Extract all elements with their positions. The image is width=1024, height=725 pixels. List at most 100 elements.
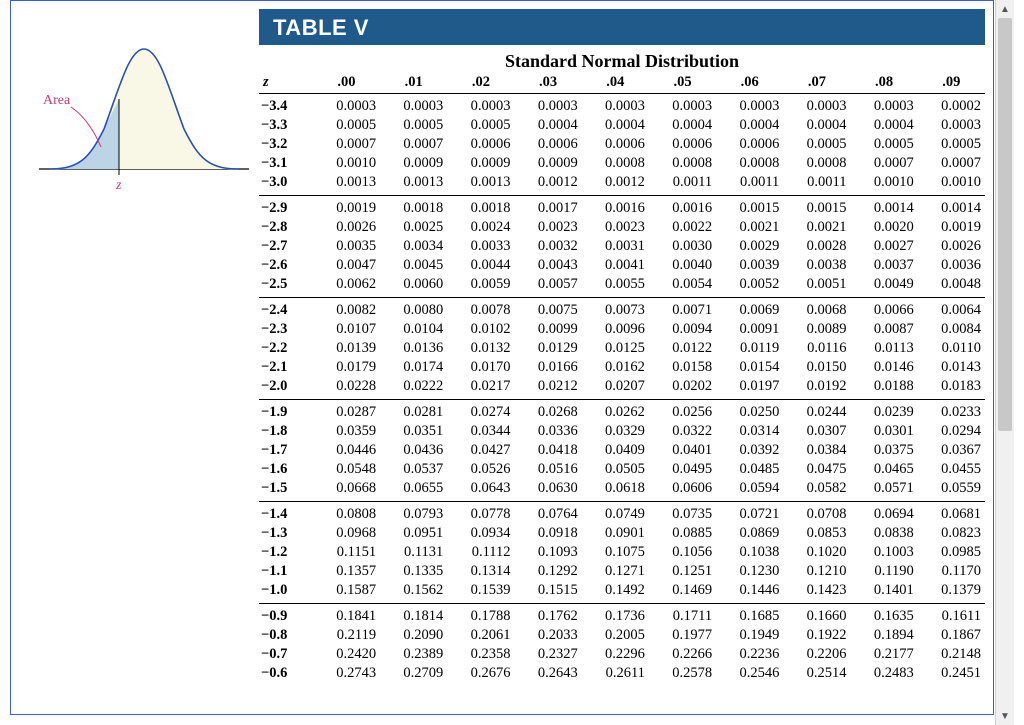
z-cell: 0.0179 — [313, 358, 380, 377]
z-cell: 0.1685 — [716, 604, 783, 627]
z-cell: 0.0102 — [447, 320, 514, 339]
z-cell: 0.0150 — [783, 358, 850, 377]
scroll-up-button[interactable]: ▲ — [996, 0, 1014, 18]
bell-curve-svg: Area z — [19, 29, 259, 199]
z-group: −1.40.08080.07930.07780.07640.07490.0735… — [259, 502, 985, 604]
z-cell: 0.0080 — [380, 298, 447, 321]
scroll-down-button[interactable]: ▼ — [996, 707, 1014, 725]
z-cell: 0.0060 — [380, 275, 447, 298]
z-cell: 0.2033 — [515, 626, 582, 645]
z-cell: 0.0885 — [649, 524, 716, 543]
col-header: .04 — [582, 72, 649, 94]
col-header: .01 — [380, 72, 447, 94]
vertical-scrollbar[interactable]: ▲ ▼ — [995, 0, 1014, 725]
z-cell: 0.1401 — [851, 581, 918, 604]
document-panel: Area z TABLE V Standard Normal Distribut… — [10, 0, 994, 715]
z-cell: 0.1762 — [515, 604, 582, 627]
z-cell: 0.0087 — [851, 320, 918, 339]
z-cell: 0.2119 — [313, 626, 380, 645]
z-cell: 0.1093 — [515, 543, 582, 562]
z-cell: 0.1314 — [447, 562, 514, 581]
z-cell: 0.0505 — [582, 460, 649, 479]
z-cell: 0.1922 — [783, 626, 850, 645]
z-cell: 0.0008 — [582, 154, 649, 173]
z-cell: 0.0010 — [851, 173, 918, 196]
z-cell: 0.1379 — [918, 581, 985, 604]
col-header: .08 — [851, 72, 918, 94]
z-cell: 0.2389 — [380, 645, 447, 664]
z-cell: 0.0618 — [582, 479, 649, 502]
z-cell: 0.0668 — [313, 479, 380, 502]
z-cell: 0.0110 — [918, 339, 985, 358]
z-cell: 0.0082 — [313, 298, 380, 321]
z-cell: 0.0011 — [783, 173, 850, 196]
z-cell: 0.0006 — [649, 135, 716, 154]
z-cell: 0.1469 — [649, 581, 716, 604]
table-row: −1.80.03590.03510.03440.03360.03290.0322… — [259, 422, 985, 441]
z-cell: 0.0735 — [649, 502, 716, 525]
z-table-head: z .00.01.02.03.04.05.06.07.08.09 — [259, 72, 985, 94]
z-cell: 0.0031 — [582, 237, 649, 256]
z-cell: 0.0446 — [313, 441, 380, 460]
z-row-label: −3.1 — [259, 154, 313, 173]
z-cell: 0.0516 — [515, 460, 582, 479]
z-cell: 0.0359 — [313, 422, 380, 441]
z-cell: 0.0018 — [380, 196, 447, 219]
z-cell: 0.0008 — [783, 154, 850, 173]
z-cell: 0.0019 — [313, 196, 380, 219]
z-cell: 0.2296 — [582, 645, 649, 664]
z-cell: 0.0239 — [851, 400, 918, 423]
z-cell: 0.0392 — [716, 441, 783, 460]
z-cell: 0.1446 — [716, 581, 783, 604]
z-cell: 0.2743 — [313, 664, 380, 686]
z-cell: 0.0071 — [649, 298, 716, 321]
z-cell: 0.1711 — [649, 604, 716, 627]
z-cell: 0.0007 — [380, 135, 447, 154]
z-cell: 0.0351 — [380, 422, 447, 441]
z-cell: 0.1788 — [447, 604, 514, 627]
z-cell: 0.1112 — [447, 543, 514, 562]
z-cell: 0.0934 — [447, 524, 514, 543]
z-cell: 0.0166 — [515, 358, 582, 377]
z-cell: 0.0125 — [582, 339, 649, 358]
z-cell: 0.0007 — [918, 154, 985, 173]
z-cell: 0.0207 — [582, 377, 649, 400]
z-cell: 0.0010 — [313, 154, 380, 173]
z-cell: 0.2643 — [515, 664, 582, 686]
z-cell: 0.0037 — [851, 256, 918, 275]
normal-curve-figure: Area z — [19, 9, 259, 204]
table-row: −1.10.13570.13350.13140.12920.12710.1251… — [259, 562, 985, 581]
z-cell: 0.0003 — [515, 94, 582, 117]
z-cell: 0.0052 — [716, 275, 783, 298]
z-cell: 0.0003 — [447, 94, 514, 117]
z-row-label: −1.1 — [259, 562, 313, 581]
z-cell: 0.0034 — [380, 237, 447, 256]
table-title: TABLE V — [259, 9, 985, 45]
z-cell: 0.2483 — [851, 664, 918, 686]
z-row-label: −2.0 — [259, 377, 313, 400]
z-cell: 0.1587 — [313, 581, 380, 604]
z-row-label: −0.6 — [259, 664, 313, 686]
z-cell: 0.0012 — [582, 173, 649, 196]
area-leader — [71, 107, 101, 147]
z-cell: 0.0084 — [918, 320, 985, 339]
scroll-track[interactable] — [996, 18, 1014, 707]
col-header: .03 — [515, 72, 582, 94]
scroll-thumb[interactable] — [998, 18, 1012, 431]
z-cell: 0.0022 — [649, 218, 716, 237]
z-cell: 0.0012 — [515, 173, 582, 196]
z-cell: 0.0006 — [716, 135, 783, 154]
z-cell: 0.1190 — [851, 562, 918, 581]
z-cell: 0.0485 — [716, 460, 783, 479]
z-cell: 0.1271 — [582, 562, 649, 581]
z-cell: 0.0002 — [918, 94, 985, 117]
z-cell: 0.0228 — [313, 377, 380, 400]
z-cell: 0.2090 — [380, 626, 447, 645]
z-cell: 0.0032 — [515, 237, 582, 256]
z-cell: 0.0018 — [447, 196, 514, 219]
table-row: −2.00.02280.02220.02170.02120.02070.0202… — [259, 377, 985, 400]
area-label: Area — [43, 93, 71, 108]
z-row-label: −1.5 — [259, 479, 313, 502]
z-cell: 0.1515 — [515, 581, 582, 604]
z-row-label: −1.0 — [259, 581, 313, 604]
